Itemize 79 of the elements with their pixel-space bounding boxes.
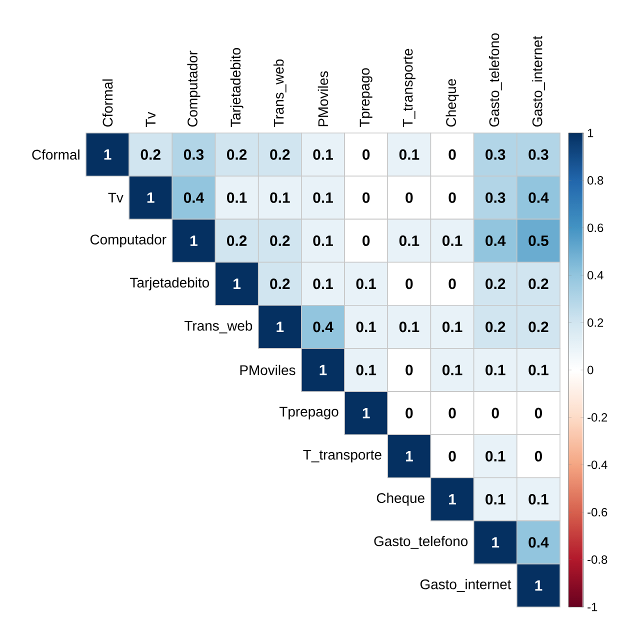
data-label: 1 [449,494,456,504]
color-bar-label: 0.8 [588,176,604,185]
data-label: 0 [406,192,413,203]
color-bar-label: -0.4 [588,460,608,470]
data-label: 0.2 [270,278,290,290]
data-label: 1 [406,451,413,462]
data-label: 0.1 [227,192,247,203]
data-label: 0.1 [313,278,333,290]
data-label: 0.1 [399,235,420,246]
data-label: 1 [320,364,327,376]
data-label: 0.1 [442,235,462,246]
data-label: 0.1 [442,364,462,376]
data-label: 0.2 [528,322,548,332]
data-label: 1 [147,192,154,203]
data-label: 0.1 [486,364,506,376]
data-label: 0 [448,408,456,418]
data-label: 0.1 [356,322,376,332]
data-label: 0.1 [313,235,333,246]
data-label: 1 [104,149,112,160]
data-label: 0 [362,149,370,160]
data-label: 0.3 [486,149,506,160]
data-label: 0.4 [184,192,204,203]
data-label: 0 [362,235,370,246]
color-bar-label: 0.2 [588,318,604,327]
data-label: 0.1 [356,364,376,376]
data-label: 0.1 [356,278,376,290]
data-label: 1 [276,322,284,332]
data-label: 1 [535,580,542,591]
data-label: 0.2 [140,149,160,160]
color-bar-label: 0 [588,366,594,374]
data-label: 0 [492,408,499,418]
data-label: 0.1 [442,322,462,332]
data-label: 0.2 [486,278,506,290]
data-label: 0 [534,450,542,462]
x-tick-label: Tv [146,112,156,128]
data-label: 0.3 [486,192,506,203]
data-label: 0.2 [227,235,247,246]
color-bar-label: -0.2 [588,413,608,422]
data-label: 0.2 [227,149,247,160]
data-label: 0.1 [313,192,333,203]
data-label: 0.3 [528,149,548,160]
data-label: 0.4 [313,322,334,332]
data-label: 1 [362,408,370,418]
data-label: 0.2 [270,235,290,246]
color-bar-label: -0.8 [588,555,608,564]
data-label: 1 [492,537,500,548]
data-label: 0.4 [528,537,549,548]
data-label: 0.1 [528,494,548,505]
data-label: 0.1 [528,364,548,376]
data-label: 0 [406,408,413,418]
data-label: 0.1 [313,149,333,160]
data-label: 0.2 [270,149,290,160]
data-label: 0 [406,278,413,290]
data-label: 0.5 [528,235,548,246]
data-label: 1 [234,278,241,289]
data-label: 0.1 [399,322,420,332]
data-label: 0.1 [270,192,290,203]
data-label: 0 [448,149,456,160]
color-bar-label: 0.4 [588,270,604,280]
data-label: 0 [362,192,370,203]
color-bar-label: -1 [588,602,598,612]
data-label: 0 [448,450,456,462]
data-label: 0.1 [399,149,420,160]
data-label: 0.1 [486,494,506,505]
x-tick-label: Gasto_internet [532,36,545,127]
color-bar-label: 0.6 [588,224,604,232]
data-label: 0.4 [528,192,549,203]
data-label: 0 [448,278,456,290]
color-bar-label: -0.6 [588,508,608,516]
data-label: 0.4 [486,235,506,246]
data-label: 0 [534,408,542,418]
data-label: 0 [406,364,413,376]
data-label: 0 [448,192,456,203]
data-label: 0.2 [486,322,506,332]
data-label: 1 [190,236,198,246]
data-label: 0.2 [528,278,548,290]
data-label: 0.3 [184,149,204,160]
data-label: 0.1 [486,450,506,462]
color-bar-label: 1 [588,128,594,138]
